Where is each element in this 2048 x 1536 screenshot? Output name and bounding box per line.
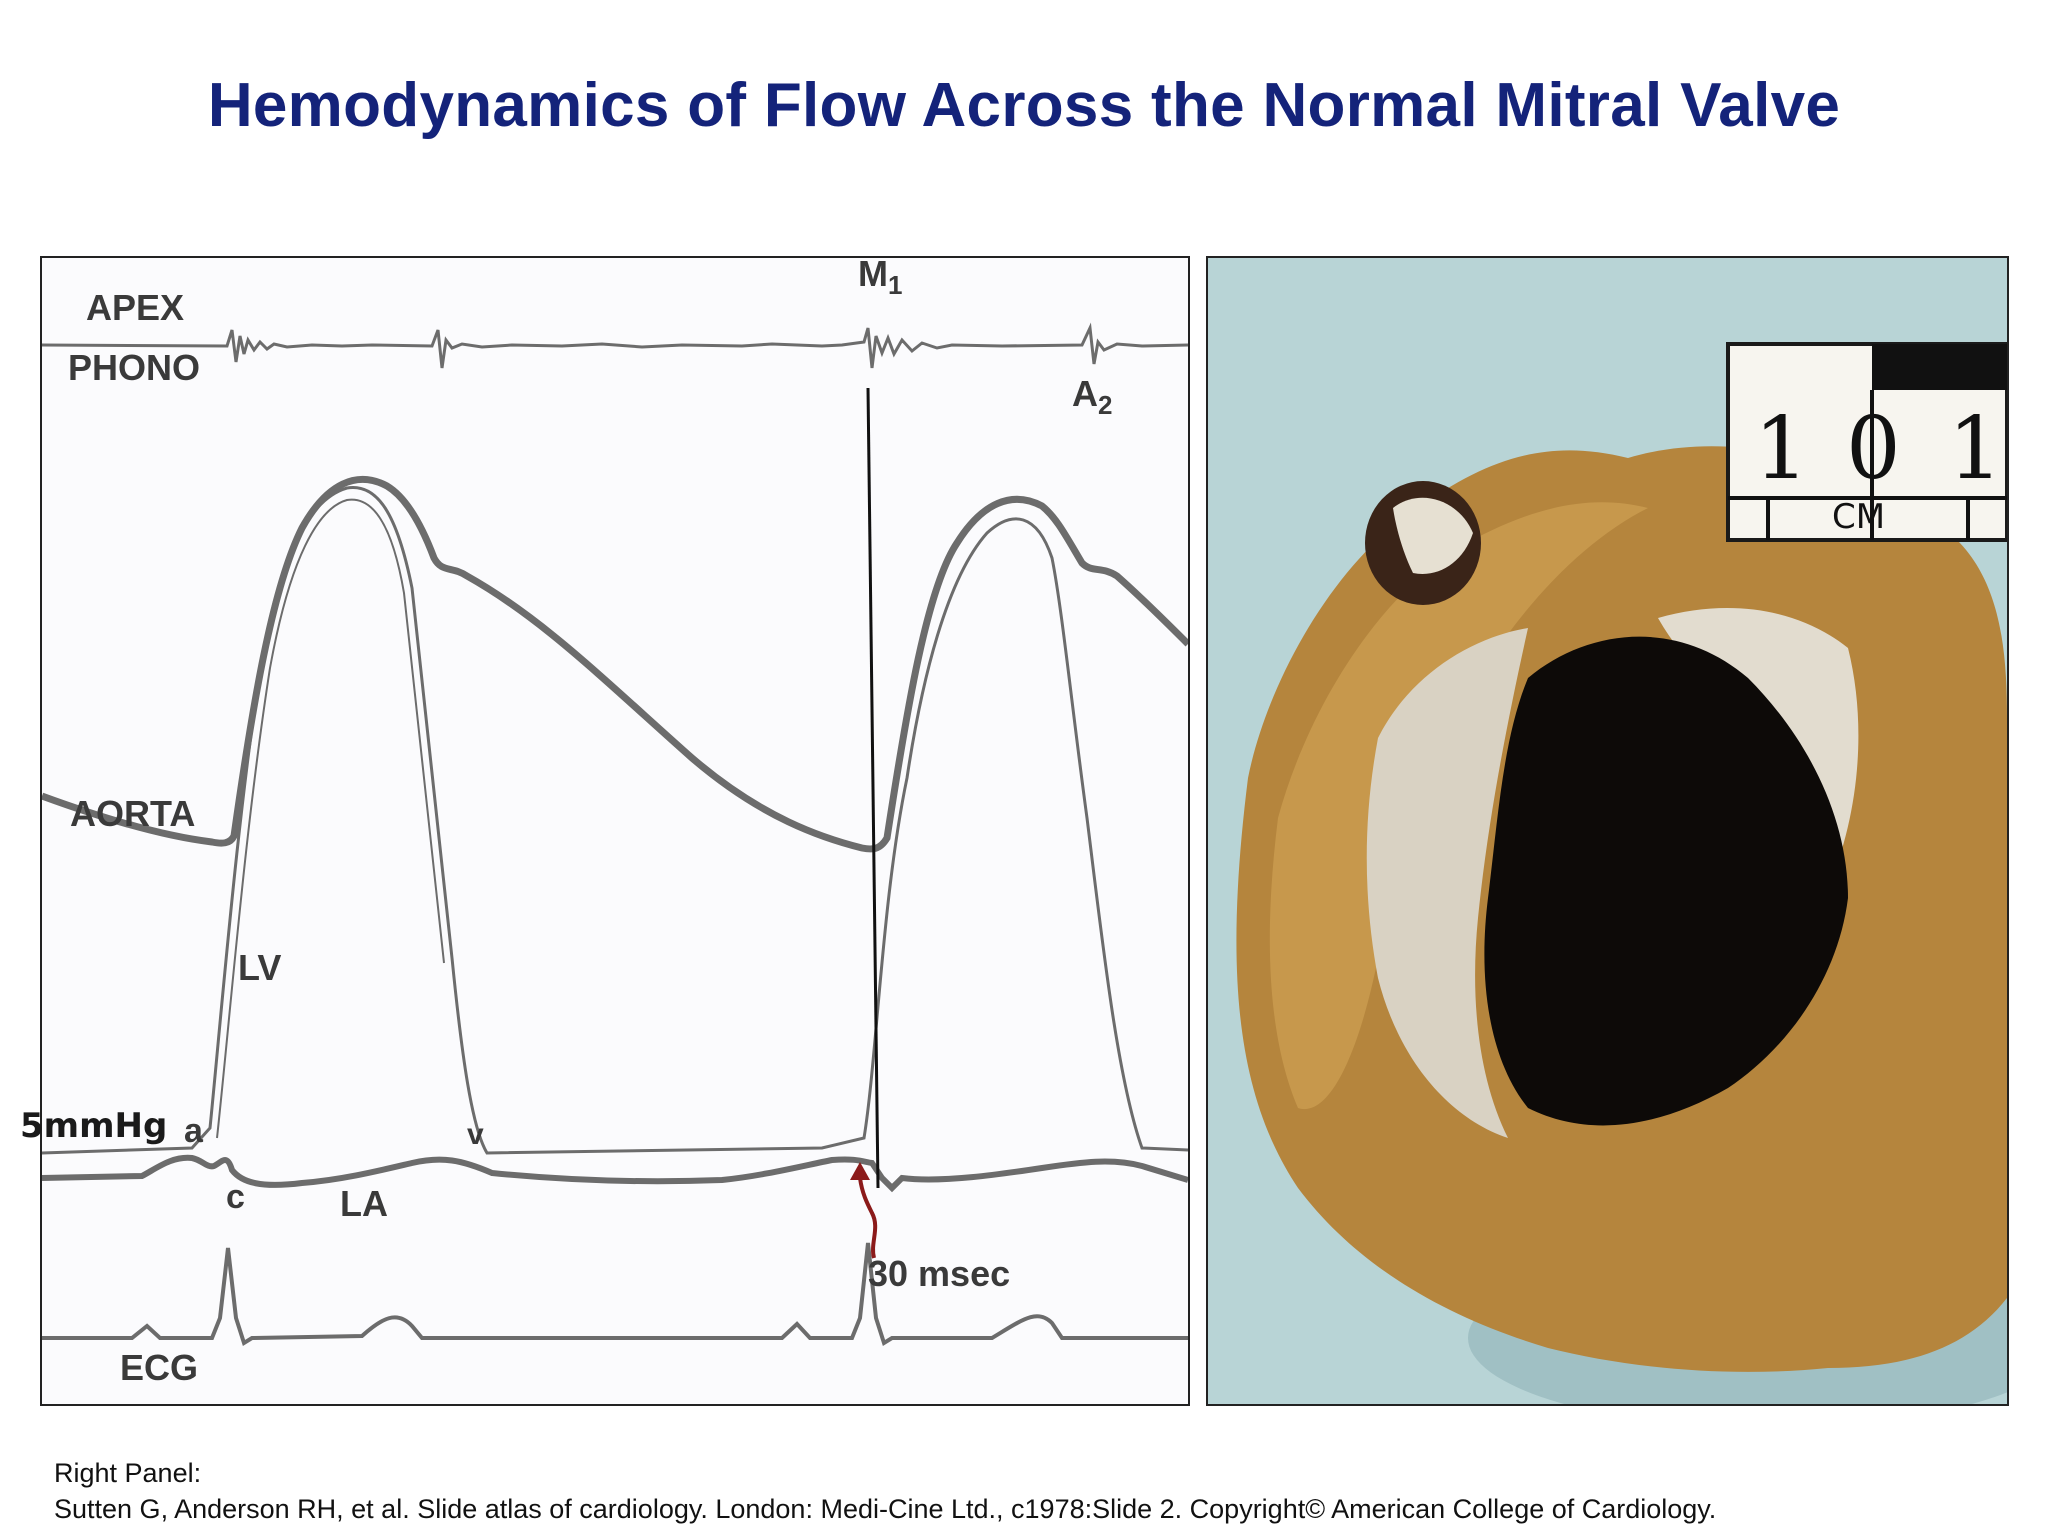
- a2-label-sub: 2: [1098, 390, 1112, 420]
- v-wave-label: v: [467, 1118, 484, 1151]
- lv-label: LV: [238, 947, 281, 988]
- aorta-trace: [40, 475, 1191, 853]
- citation-line-1: Right Panel:: [54, 1458, 202, 1488]
- ruler-mark-left: 1: [1754, 399, 1809, 499]
- citation: Right Panel: Sutten G, Anderson RH, et a…: [54, 1455, 1716, 1527]
- pressure-scale-label: 5mmHg: [20, 1106, 168, 1146]
- phono-label: PHONO: [68, 347, 200, 388]
- valve-orifice: [1484, 636, 1848, 1126]
- citation-line-2: Sutten G, Anderson RH, et al. Slide atla…: [54, 1494, 1717, 1524]
- ecg-trace: [42, 1242, 1188, 1347]
- m1-label: M1: [858, 258, 902, 300]
- mitral-valve-photo: 1 0 1 CM: [1208, 258, 2007, 1404]
- ruler-unit: CM: [1832, 497, 1885, 537]
- hemodynamic-tracing-panel: APEX PHONO M1 A2 AORTA LV a c v LA 30 ms…: [40, 253, 1191, 1406]
- valve-leaflet-left: [1366, 628, 1528, 1138]
- ruler-mark-middle: 0: [1846, 399, 1901, 499]
- a-wave-label: a: [184, 1112, 204, 1150]
- m1-label-main: M: [858, 258, 888, 294]
- mitral-valve-photo-panel: 1 0 1 CM: [1206, 256, 2009, 1406]
- slide-title: Hemodynamics of Flow Across the Normal M…: [207, 71, 1841, 140]
- interval-arrowhead: [850, 1162, 870, 1180]
- interval-label: 30 msec: [868, 1253, 1010, 1294]
- ecg-label: ECG: [120, 1347, 198, 1388]
- c-wave-label: c: [226, 1178, 245, 1216]
- aorta-label: AORTA: [70, 793, 195, 834]
- lv-trace: [41, 485, 1189, 1155]
- valve-tissue-highlight: [1269, 502, 1648, 1110]
- tracing-figure: APEX PHONO M1 A2 AORTA LV a c v LA 30 ms…: [40, 253, 1191, 1388]
- la-trace: [41, 1154, 1189, 1193]
- phono-trace: [41, 322, 1189, 369]
- interval-arrow: [858, 1177, 878, 1259]
- upper-chamber-leaflet: [1393, 497, 1473, 574]
- a2-label: A2: [1072, 373, 1112, 420]
- lv-trace-inner: [216, 498, 445, 1139]
- ruler-top-band: [1872, 344, 2007, 390]
- la-label: LA: [340, 1183, 388, 1224]
- m1-label-sub: 1: [888, 270, 902, 300]
- m1-marker-line: [866, 387, 880, 1189]
- apex-label: APEX: [86, 287, 184, 328]
- a2-label-main: A: [1072, 373, 1098, 414]
- ruler-mark-right: 1: [1948, 399, 2003, 499]
